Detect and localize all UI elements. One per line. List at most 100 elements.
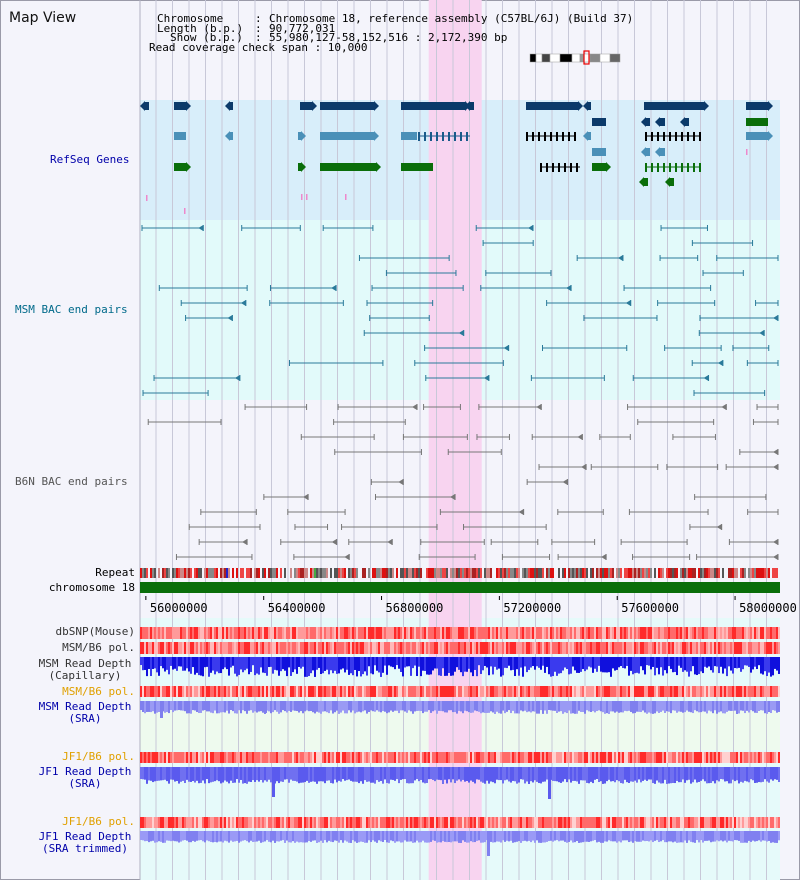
polymorphism-cell — [422, 627, 424, 639]
depth-bar — [702, 831, 704, 843]
polymorphism-cell — [336, 752, 338, 763]
depth-bar — [540, 831, 542, 843]
polymorphism-cell — [186, 817, 188, 828]
depth-bar — [176, 831, 178, 842]
polymorphism-cell — [564, 752, 566, 763]
depth-bar — [168, 701, 170, 714]
polymorphism-cell — [740, 642, 742, 654]
depth-bar — [602, 657, 604, 673]
repeat-feature — [752, 568, 754, 578]
depth-bar — [670, 767, 672, 784]
repeat-feature — [416, 568, 418, 578]
polymorphism-cell — [668, 686, 670, 697]
polymorphism-cell — [334, 752, 336, 763]
track-label-msm-bac[interactable]: MSM BAC end pairs — [15, 303, 128, 316]
track-label-b6n-bac[interactable]: B6N BAC end pairs — [15, 475, 128, 488]
depth-bar — [590, 767, 592, 782]
depth-bar — [716, 767, 718, 781]
depth-bar — [482, 657, 484, 671]
chromosome-sep: : — [255, 12, 262, 25]
depth-bar — [684, 657, 686, 671]
polymorphism-cell — [276, 752, 278, 763]
polymorphism-cell — [546, 642, 548, 654]
depth-bar — [342, 657, 344, 669]
depth-bar — [584, 831, 586, 842]
depth-bar — [318, 831, 320, 843]
polymorphism-cell — [184, 642, 186, 654]
polymorphism-cell — [150, 817, 152, 828]
gene-strand-arrow — [655, 147, 660, 157]
polymorphism-cell — [168, 817, 170, 828]
polymorphism-cell — [408, 627, 410, 639]
polymorphism-cell — [590, 642, 592, 654]
polymorphism-cell — [362, 817, 364, 828]
polymorphism-cell — [658, 752, 660, 763]
polymorphism-cell — [306, 627, 308, 639]
repeat-feature — [222, 568, 224, 578]
depth-bar — [202, 767, 204, 781]
depth-bar — [654, 767, 656, 784]
depth-bar — [772, 767, 774, 781]
polymorphism-cell — [310, 752, 312, 763]
polymorphism-cell — [636, 627, 638, 639]
polymorphism-cell — [626, 752, 628, 763]
gene-feature — [588, 132, 591, 140]
polymorphism-cell — [582, 686, 584, 697]
polymorphism-cell — [734, 642, 736, 654]
depth-bar — [368, 767, 370, 782]
polymorphism-cell — [196, 752, 198, 763]
depth-bar — [450, 831, 452, 843]
depth-bar — [464, 831, 466, 842]
depth-bar — [468, 831, 470, 843]
polymorphism-cell — [512, 752, 514, 763]
depth-bar — [668, 831, 670, 842]
polymorphism-cell — [470, 642, 472, 654]
polymorphism-cell — [316, 642, 318, 654]
depth-bar — [150, 767, 152, 781]
depth-bar — [206, 767, 208, 780]
polymorphism-cell — [384, 817, 386, 828]
polymorphism-cell — [456, 642, 458, 654]
depth-bar — [436, 657, 438, 669]
depth-bar — [386, 657, 388, 675]
depth-bar — [526, 767, 528, 782]
depth-bar — [204, 701, 206, 711]
polymorphism-cell — [564, 817, 566, 828]
track-label-refseq[interactable]: RefSeq Genes — [50, 153, 130, 166]
depth-bar — [696, 831, 698, 841]
depth-bar — [536, 767, 538, 782]
polymorphism-cell — [424, 627, 426, 639]
polymorphism-cell — [430, 627, 432, 639]
depth-bar — [278, 657, 280, 676]
polymorphism-cell — [462, 627, 464, 639]
polymorphism-cell — [640, 752, 642, 763]
bac-end-arrow — [344, 554, 350, 560]
depth-bar — [300, 657, 302, 669]
axis-tick-label: 56000000 — [150, 601, 208, 615]
depth-bar — [528, 701, 530, 712]
polymorphism-cell — [326, 752, 328, 763]
polymorphism-cell — [690, 686, 692, 697]
depth-bar — [724, 831, 726, 841]
repeat-feature — [400, 568, 402, 578]
polymorphism-cell — [186, 642, 188, 654]
polymorphism-cell — [388, 752, 390, 763]
polymorphism-cell — [170, 817, 172, 828]
depth-bar — [160, 767, 162, 781]
polymorphism-cell — [580, 686, 582, 697]
polymorphism-cell — [702, 752, 704, 763]
depth-bar — [264, 831, 266, 842]
axis-tick-label: 57200000 — [503, 601, 561, 615]
gene-strand-arrow — [704, 101, 709, 111]
depth-bar — [152, 767, 154, 783]
polymorphism-cell — [566, 627, 568, 639]
depth-bar — [314, 831, 316, 841]
polymorphism-cell — [774, 817, 776, 828]
polymorphism-cell — [662, 817, 664, 828]
depth-bar — [668, 701, 670, 712]
polymorphism-cell — [428, 627, 430, 639]
polymorphism-cell — [664, 817, 666, 828]
polymorphism-cell — [236, 817, 238, 828]
depth-bar — [482, 831, 484, 843]
